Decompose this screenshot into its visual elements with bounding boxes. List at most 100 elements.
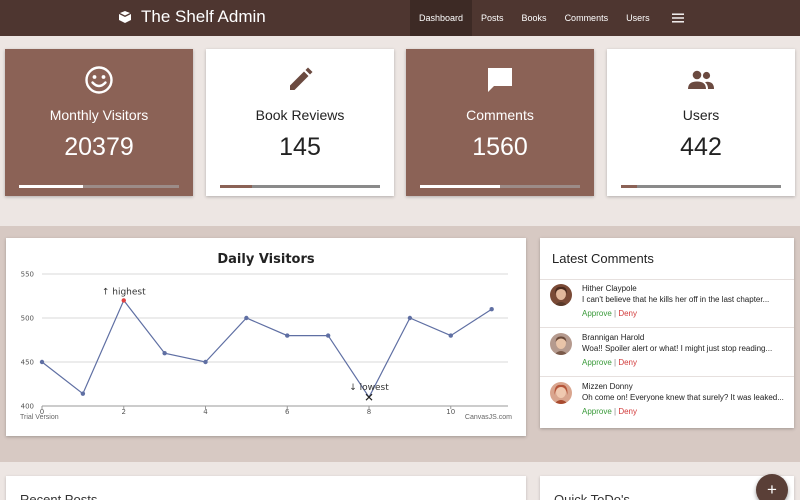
comment-text: I can't believe that he kills her off in… (582, 295, 770, 304)
comment-author: Mizzen Donny (582, 382, 633, 391)
latest-comments-card: Latest Comments Hither Claypole I can't … (540, 238, 794, 428)
daily-visitors-chart-card: Daily Visitors 400 450 500 550 0 2 4 6 8 10 ↑ high… (6, 238, 526, 436)
y-tick-label: 450 (21, 359, 34, 367)
data-point (203, 359, 208, 365)
stat-progress-bar (19, 185, 179, 188)
stat-progress-bar (621, 185, 781, 188)
x-tick-label: 10 (446, 408, 455, 416)
comment-item: Brannigan Harold Woa!! Spoiler alert or … (540, 329, 794, 377)
data-point (285, 333, 290, 338)
stat-progress-bar (220, 185, 380, 188)
chat-bubble-icon (488, 68, 512, 92)
avatar (550, 333, 572, 355)
deny-link[interactable]: Deny (618, 407, 638, 416)
people-icon (688, 70, 714, 89)
recent-posts-title: Recent Posts (20, 492, 98, 500)
data-point (489, 307, 494, 312)
y-tick-label: 400 (21, 403, 34, 411)
comment-text: Oh come on! Everyone knew that surely? I… (582, 393, 784, 402)
stat-progress-fill (19, 185, 83, 188)
data-point (407, 315, 413, 321)
avatar (550, 382, 572, 404)
stat-card-book-reviews[interactable]: Book Reviews 145 (206, 49, 394, 196)
nav-comments[interactable]: Comments (564, 13, 609, 23)
separator: | (611, 407, 619, 416)
nav-books[interactable]: Books (521, 13, 547, 23)
data-point (80, 391, 86, 396)
separator: | (611, 309, 619, 318)
data-point (39, 359, 45, 365)
top-navbar: The Shelf Admin Dashboard Posts Books Co… (0, 0, 800, 36)
separator: | (611, 358, 619, 367)
hamburger-menu-icon[interactable] (663, 0, 693, 36)
stat-value: 1560 (472, 133, 528, 161)
brand[interactable]: The Shelf Admin (118, 7, 266, 27)
stat-label: Monthly Visitors (49, 107, 149, 123)
stat-card-comments[interactable]: Comments 1560 (406, 49, 594, 196)
data-point (244, 315, 249, 321)
comment-item: Mizzen Donny Oh come on! Everyone knew t… (540, 378, 794, 426)
stat-card-monthly-visitors[interactable]: Monthly Visitors 20379 (5, 49, 193, 196)
add-fab-button[interactable]: + (756, 474, 788, 500)
x-tick-label: 4 (203, 408, 208, 416)
deny-link[interactable]: Deny (618, 309, 638, 318)
canvasjs-credit-link[interactable]: CanvasJS.com (464, 414, 512, 421)
comment-actions: Approve | Deny (582, 309, 637, 318)
pencil-icon (290, 67, 313, 90)
stat-label: Users (682, 107, 720, 123)
x-tick-label: 8 (367, 408, 371, 416)
smiley-face-icon (85, 66, 113, 94)
stat-value: 442 (680, 133, 722, 161)
data-annotation-label: ↓ lowest (349, 383, 389, 393)
comment-author: Hither Claypole (582, 284, 637, 293)
divider (540, 279, 794, 280)
deny-link[interactable]: Deny (618, 358, 638, 367)
recent-posts-card: Recent Posts (6, 476, 526, 500)
brand-title: The Shelf Admin (141, 7, 266, 26)
stat-value: 145 (279, 133, 321, 161)
daily-visitors-chart: 400 450 500 550 0 2 4 6 8 10 ↑ highest ↓ lowest (21, 271, 508, 416)
plus-icon: + (767, 480, 777, 499)
avatar (550, 284, 572, 306)
latest-comments-title: Latest Comments (552, 251, 654, 266)
approve-link[interactable]: Approve (582, 358, 612, 367)
approve-link[interactable]: Approve (582, 407, 612, 416)
comment-text: Woa!! Spoiler alert or what! I might jus… (582, 344, 773, 353)
data-point (325, 333, 331, 338)
y-tick-label: 550 (21, 271, 34, 279)
quick-todos-card: Quick ToDo's (540, 476, 794, 500)
data-point (121, 298, 126, 303)
stat-progress-fill (220, 185, 252, 188)
book-icon (119, 11, 131, 23)
stat-card-users[interactable]: Users 442 (607, 49, 795, 196)
approve-link[interactable]: Approve (582, 309, 612, 318)
nav-users[interactable]: Users (626, 13, 650, 23)
stat-label: Comments (466, 107, 534, 123)
y-tick-label: 500 (21, 315, 34, 323)
comment-item: Hither Claypole I can't believe that he … (540, 280, 794, 328)
x-tick-label: 6 (285, 408, 290, 416)
x-tick-label: 0 (40, 408, 44, 416)
x-tick-label: 2 (122, 408, 126, 416)
stats-band: Monthly Visitors 20379 Book Reviews 145 … (0, 36, 800, 226)
quick-todos-title: Quick ToDo's (554, 492, 630, 500)
stat-value: 20379 (64, 133, 134, 161)
comment-actions: Approve | Deny (582, 407, 637, 416)
data-point (448, 333, 453, 338)
stat-label: Book Reviews (255, 107, 345, 123)
nav-posts[interactable]: Posts (481, 13, 504, 23)
data-point (162, 351, 167, 356)
nav-links: Dashboard Posts Books Comments Users (410, 0, 693, 36)
data-annotation-label: ↑ highest (102, 287, 146, 297)
series-line (41, 299, 492, 399)
stat-progress-bar (420, 185, 580, 188)
comment-author: Brannigan Harold (582, 333, 645, 342)
nav-dashboard[interactable]: Dashboard (410, 0, 473, 36)
data-point (365, 393, 373, 401)
chart-title: Daily Visitors (217, 252, 315, 267)
trial-version-label: Trial Version (20, 414, 59, 421)
stat-progress-fill (621, 185, 637, 188)
comment-actions: Approve | Deny (582, 358, 637, 367)
stat-progress-fill (420, 185, 500, 188)
bottom-band: Recent Posts Quick ToDo's (0, 462, 800, 500)
